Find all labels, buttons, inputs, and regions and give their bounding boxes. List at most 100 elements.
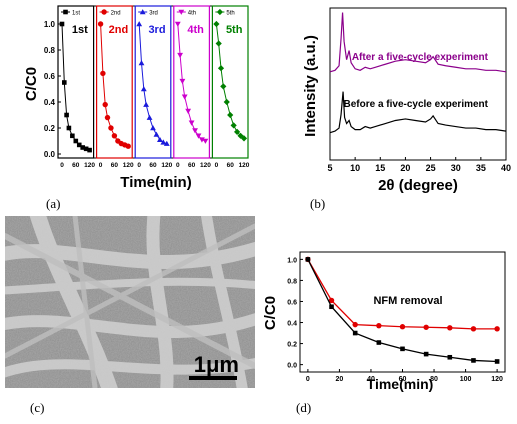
panel-a-subpanel-frame	[211, 5, 249, 159]
panel-a-point-5th	[234, 128, 241, 135]
panel-a-cycle-label-3rd: 3rd	[148, 24, 165, 36]
caption-d: (d)	[296, 400, 312, 415]
panel-a-x-tick-label: 0	[60, 162, 64, 169]
panel-d-y-tick-label: 0.0	[287, 363, 297, 370]
panel-d-y-tick-label: 1.0	[287, 257, 297, 264]
panel-a-point-3rd	[150, 125, 156, 131]
panel-a-y-tick-label: 0.8	[44, 46, 56, 55]
panel-d-annotation: NFM removal	[373, 295, 442, 307]
panel-a-cycle-label-1st: 1st	[72, 24, 88, 36]
panel-d-point-red	[376, 322, 382, 329]
panel-a-subpanel-frame	[95, 5, 133, 159]
panel-d-xlabel: Time(min)	[367, 376, 434, 392]
panel-d-point-red	[494, 326, 500, 332]
panel-a-series-line-5th	[215, 23, 245, 139]
panel-a-point-4th	[179, 78, 186, 85]
panel-a-point-5th	[240, 135, 248, 142]
panel-a-x-tick-label: 0	[99, 162, 103, 169]
panel-b-series-line-before	[329, 91, 507, 134]
panel-a-y-tick-label: 0.0	[44, 150, 56, 159]
panel-d-series-line-black	[307, 259, 498, 363]
panel-a-point-4th	[192, 128, 198, 134]
panel-a-point-2nd	[100, 70, 106, 77]
panel-b-xlabel: 2θ (degree)	[378, 177, 458, 194]
panel-a-x-tick-label: 120	[161, 162, 172, 169]
panel-b-x-tick-label: 40	[501, 163, 511, 173]
panel-a-point-2nd	[108, 125, 114, 131]
panel-d-x-tick-label: 80	[430, 376, 438, 383]
panel-b-ylabel: Intensity (a.u.)	[302, 35, 319, 137]
panel-a-legend-label-4th: 4th	[188, 11, 196, 17]
panel-b-x-tick-label: 10	[350, 163, 360, 173]
panel-a-subpanel-3rd: 3rd 3rd 0 60 120	[134, 5, 173, 169]
panel-a-y-ticks: 0.0 0.2 0.4 0.6 0.8 1.0	[44, 20, 61, 159]
panel-d-point-red	[399, 324, 406, 330]
caption-b: (b)	[310, 196, 326, 211]
panel-d-y-tick-label: 0.6	[287, 299, 297, 306]
panel-a-point-1st	[80, 145, 85, 150]
panel-a-point-1st	[59, 21, 65, 27]
panel-b-frame	[329, 7, 507, 161]
panel-d-x-tick-label: 100	[460, 376, 472, 383]
panel-a-y-tick-label: 0.6	[44, 72, 56, 81]
sem-scale-bar	[189, 376, 237, 380]
panel-b-x-tick-label: 35	[476, 163, 486, 173]
caption-a: (a)	[46, 196, 61, 211]
panel-a-y-tick-label: 0.2	[44, 124, 56, 133]
panel-a-point-3rd	[138, 60, 145, 66]
panel-a-point-3rd	[140, 86, 147, 92]
panel-a-x-tick-label: 0	[176, 162, 180, 169]
panel-a-point-3rd	[157, 136, 163, 142]
panel-a-x-tick-label: 120	[84, 162, 95, 169]
panel-d-point-black	[471, 358, 476, 363]
caption-c: (c)	[30, 400, 45, 415]
panel-a-point-5th	[215, 40, 222, 47]
panel-a-cycle-label-5th: 5th	[226, 24, 243, 36]
panel-a-cycle-label-4th: 4th	[187, 24, 204, 36]
panel-a-y-tick-label: 0.4	[44, 98, 56, 107]
panel-d-y-tick-label: 0.8	[287, 278, 297, 285]
panel-a-x-tick-label: 60	[111, 162, 119, 169]
sem-fiber-texture	[5, 216, 255, 388]
panel-d: 0 20 40 60 80 100 120 0.0 0.2 0.4 0.6 0.8 1.0 C/C0 T…	[262, 251, 506, 392]
panel-a-point-1st	[64, 112, 69, 118]
panel-d-point-red	[352, 321, 358, 328]
panel-a-point-5th	[213, 20, 220, 28]
panel-a-point-4th	[185, 108, 192, 114]
panel-d-point-red	[328, 297, 335, 304]
panel-b-x-tick-label: 25	[426, 163, 436, 173]
panel-a-point-4th	[195, 133, 202, 139]
panel-b-series-line-after	[329, 12, 507, 73]
panel-a-point-2nd	[102, 101, 108, 108]
panel-a-subpanel-frame	[173, 5, 211, 159]
panel-a-point-4th	[181, 94, 188, 100]
panel-d-x-tick-label: 120	[491, 376, 503, 383]
panel-d-ylabel: C/C0	[262, 296, 279, 330]
panel-b-x-tick-label: 30	[451, 163, 461, 173]
panel-a-point-1st	[70, 133, 75, 139]
panel-a-x-tick-label: 120	[123, 162, 134, 169]
panel-d-point-black	[400, 346, 405, 352]
panel-a-legend-label-5th: 5th	[226, 11, 234, 17]
panel-d-y-tick-label: 0.4	[287, 321, 297, 328]
panel-d-point-black	[423, 351, 429, 357]
panel-a-point-4th	[177, 52, 183, 59]
panel-b-x-ticks: 5 10 15 20 25 30 35 40	[327, 157, 511, 173]
panel-a-point-4th	[188, 120, 195, 126]
panel-a-point-1st	[73, 138, 79, 144]
panel-a-x-tick-label: 60	[227, 162, 235, 169]
panel-a-cycle-label-2nd: 2nd	[109, 24, 129, 36]
panel-a-legend-label-1st: 1st	[72, 11, 80, 17]
panel-a-point-3rd	[153, 131, 160, 137]
panel-a-legend-marker-3rd	[139, 9, 146, 15]
panel-a-x-tick-label: 60	[188, 162, 196, 169]
panel-a-subpanel-4th: 4th 4th 0 60 120	[173, 5, 211, 169]
panel-a-subpanel-1st: 1st 1st 0 60 120	[57, 5, 95, 169]
panel-d-point-black	[494, 359, 500, 364]
panel-a-point-3rd	[163, 140, 170, 146]
panel-d-point-black	[376, 340, 382, 345]
panel-a-point-3rd	[160, 139, 167, 145]
panel-a-point-5th	[230, 122, 237, 129]
panel-d-point-red	[447, 325, 453, 331]
